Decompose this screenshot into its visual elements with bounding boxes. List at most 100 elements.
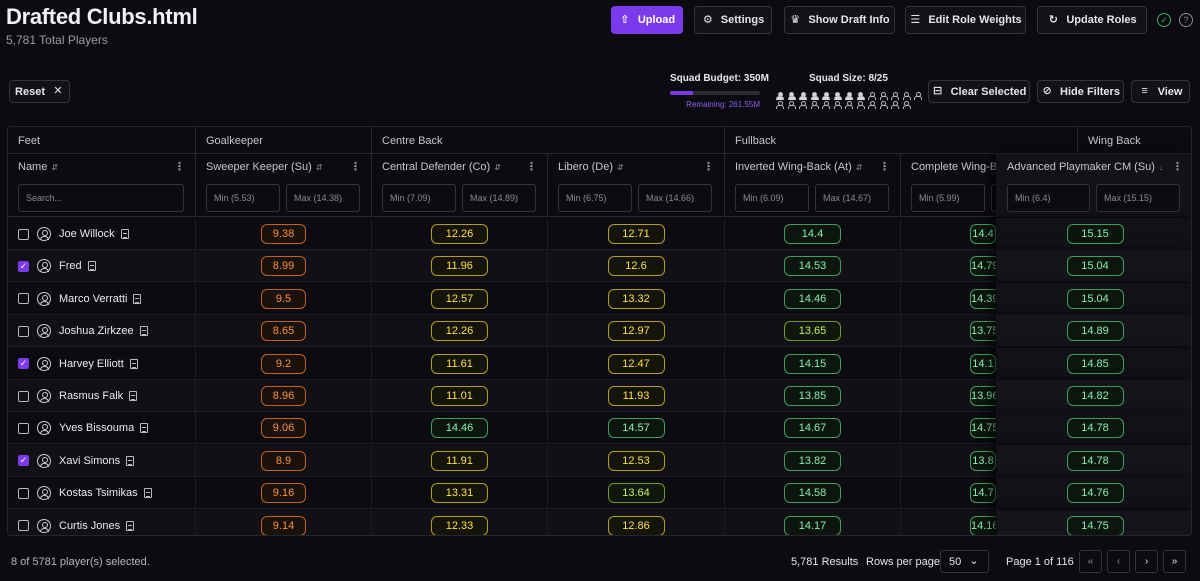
- table-row[interactable]: Curtis Jones 9.14 12.33 12.86 14.17 14.16 14.7…: [8, 509, 1191, 535]
- min-filter-inverted-wing-back[interactable]: [735, 184, 809, 212]
- row-checkbox[interactable]: [18, 293, 29, 305]
- player-name[interactable]: Marco Verratti: [59, 292, 128, 305]
- sort-sweeper-keeper[interactable]: Sweeper Keeper (Su) ⇵: [206, 161, 322, 173]
- sort-advanced-playmaker[interactable]: Advanced Playmaker CM (Su) ↓: [1007, 161, 1163, 173]
- score-pill: 8.96: [261, 386, 306, 406]
- score-pill: 12.53: [607, 450, 665, 471]
- sort-icon: ⇵: [855, 162, 863, 172]
- player-name[interactable]: Joe Willock: [59, 228, 115, 240]
- max-filter-libero[interactable]: [638, 184, 712, 212]
- kebab-icon[interactable]: ⋮: [174, 161, 185, 173]
- score-cell-libero: 14.57: [548, 412, 725, 445]
- row-checkbox[interactable]: [18, 487, 29, 499]
- help-icon[interactable]: ?: [1179, 13, 1193, 27]
- clipboard-icon[interactable]: [126, 455, 135, 466]
- player-name[interactable]: Fred: [59, 260, 82, 273]
- reset-button[interactable]: Reset ✕: [9, 80, 70, 103]
- kebab-icon[interactable]: ⋮: [350, 161, 361, 173]
- sort-name[interactable]: Name ⇵: [18, 161, 58, 173]
- player-name[interactable]: Xavi Simons: [59, 454, 121, 467]
- table-row[interactable]: ✓ Harvey Elliott 9.2 11.61 12.47 14.15 14.1 14.…: [8, 347, 1191, 380]
- table-row[interactable]: Joe Willock 9.38 12.26 12.71 14.4 14.4 15.15: [8, 218, 1191, 250]
- squad-slot-icon: [776, 92, 784, 100]
- clipboard-icon[interactable]: [143, 488, 152, 499]
- max-filter-advanced-playmaker[interactable]: [1096, 184, 1180, 212]
- clipboard-icon[interactable]: [139, 326, 148, 337]
- player-name[interactable]: Curtis Jones: [59, 519, 121, 532]
- check-circle-icon[interactable]: ✓: [1157, 13, 1171, 27]
- min-filter-advanced-playmaker[interactable]: [1007, 184, 1090, 212]
- score-pill: 14.79: [970, 256, 996, 277]
- squad-slot-icon: [868, 101, 876, 109]
- table-row[interactable]: Yves Bissouma 9.06 14.46 14.57 14.67 14.75 14.…: [8, 412, 1191, 445]
- score-pill: 12.33: [431, 515, 488, 535]
- kebab-icon[interactable]: ⋮: [879, 161, 890, 173]
- row-checkbox[interactable]: [18, 520, 29, 532]
- max-filter-inverted-wing-back[interactable]: [815, 184, 889, 212]
- clipboard-icon[interactable]: [126, 520, 135, 531]
- upload-button[interactable]: ⇧ Upload: [611, 6, 683, 34]
- last-page-button[interactable]: »: [1163, 550, 1186, 573]
- header-complete-wing-back-label: Complete Wing-Back (Su): [911, 161, 997, 173]
- clipboard-icon[interactable]: [120, 229, 129, 239]
- row-checkbox[interactable]: ✓: [18, 260, 29, 272]
- min-filter-complete-wing-back[interactable]: [911, 184, 985, 212]
- view-button[interactable]: ≡ View: [1131, 80, 1190, 103]
- sort-central-defender[interactable]: Central Defender (Co) ⇵: [382, 161, 501, 173]
- first-page-button[interactable]: «: [1079, 550, 1102, 573]
- clipboard-icon[interactable]: [129, 358, 138, 369]
- row-checkbox[interactable]: [18, 325, 29, 337]
- table-row[interactable]: Kostas Tsimikas 9.16 13.31 13.64 14.58 14.7 14…: [8, 477, 1191, 510]
- table-row[interactable]: Joshua Zirkzee 8.65 12.26 12.97 13.65 13.75 14…: [8, 315, 1191, 348]
- score-pill: 12.97: [607, 321, 665, 342]
- player-name[interactable]: Rasmus Falk: [59, 390, 124, 402]
- score-pill: 14.4: [970, 224, 996, 244]
- show-draft-info-button[interactable]: ♛ Show Draft Info: [784, 6, 895, 34]
- min-filter-libero[interactable]: [558, 184, 632, 212]
- sort-inverted-wing-back[interactable]: Inverted Wing-Back (At) ⇵: [735, 161, 862, 173]
- settings-button[interactable]: ⚙ Settings: [694, 6, 772, 34]
- name-search-input[interactable]: [18, 184, 184, 212]
- score-cell-central-defender: 12.57: [372, 282, 548, 315]
- score-pill: 14.46: [784, 288, 841, 309]
- player-name[interactable]: Joshua Zirkzee: [59, 325, 134, 338]
- prev-page-button[interactable]: ‹: [1107, 550, 1130, 573]
- upload-label: Upload: [637, 14, 676, 26]
- player-name[interactable]: Kostas Tsimikas: [59, 487, 138, 500]
- row-checkbox[interactable]: [18, 422, 29, 434]
- table-row[interactable]: ✓ Fred 8.99 11.96 12.6 14.53 14.79 15.04: [8, 250, 1191, 283]
- next-page-button[interactable]: ›: [1135, 550, 1158, 573]
- score-cell-inverted-wing-back: 14.67: [725, 412, 901, 445]
- table-row[interactable]: Rasmus Falk 8.96 11.01 11.93 13.85 13.96 14.82: [8, 380, 1191, 412]
- kebab-icon[interactable]: ⋮: [1172, 161, 1183, 173]
- update-roles-button[interactable]: ↻ Update Roles: [1037, 6, 1147, 34]
- row-checkbox[interactable]: ✓: [18, 455, 29, 467]
- row-checkbox[interactable]: ✓: [18, 358, 29, 370]
- clear-selected-button[interactable]: ⊟ Clear Selected: [928, 80, 1030, 103]
- player-name[interactable]: Harvey Elliott: [59, 357, 124, 370]
- hide-filters-button[interactable]: ⊘ Hide Filters: [1037, 80, 1124, 103]
- max-filter-central-defender[interactable]: [462, 184, 536, 212]
- edit-role-weights-button[interactable]: ☰ Edit Role Weights: [905, 6, 1026, 34]
- clipboard-icon[interactable]: [87, 261, 96, 272]
- kebab-icon[interactable]: ⋮: [703, 161, 714, 173]
- sort-complete-wing-back[interactable]: Complete Wing-Back (Su): [911, 161, 997, 173]
- max-filter-sweeper-keeper[interactable]: [286, 184, 360, 212]
- rows-per-page-select[interactable]: 50 ⌄: [940, 550, 989, 573]
- min-filter-central-defender[interactable]: [382, 184, 456, 212]
- player-name[interactable]: Yves Bissouma: [59, 422, 135, 435]
- kebab-icon[interactable]: ⋮: [526, 161, 537, 173]
- sort-libero[interactable]: Libero (De) ⇵: [558, 161, 624, 173]
- clipboard-icon[interactable]: [133, 293, 142, 304]
- table-row[interactable]: Marco Verratti 9.5 12.57 13.32 14.46 14.39 15.…: [8, 282, 1191, 315]
- clipboard-icon[interactable]: [129, 391, 138, 401]
- min-filter-sweeper-keeper[interactable]: [206, 184, 280, 212]
- table-row[interactable]: ✓ Xavi Simons 8.9 11.91 12.53 13.82 13.8 14.78: [8, 444, 1191, 477]
- max-filter-complete-wing-back[interactable]: [991, 184, 996, 212]
- row-checkbox[interactable]: [18, 390, 29, 402]
- sliders-icon: ☰: [910, 13, 921, 26]
- row-checkbox[interactable]: [18, 228, 29, 240]
- header-name: Name ⇵ ⋮: [8, 154, 196, 217]
- clipboard-icon[interactable]: [140, 423, 149, 434]
- name-cell: ✓ Fred: [8, 250, 196, 283]
